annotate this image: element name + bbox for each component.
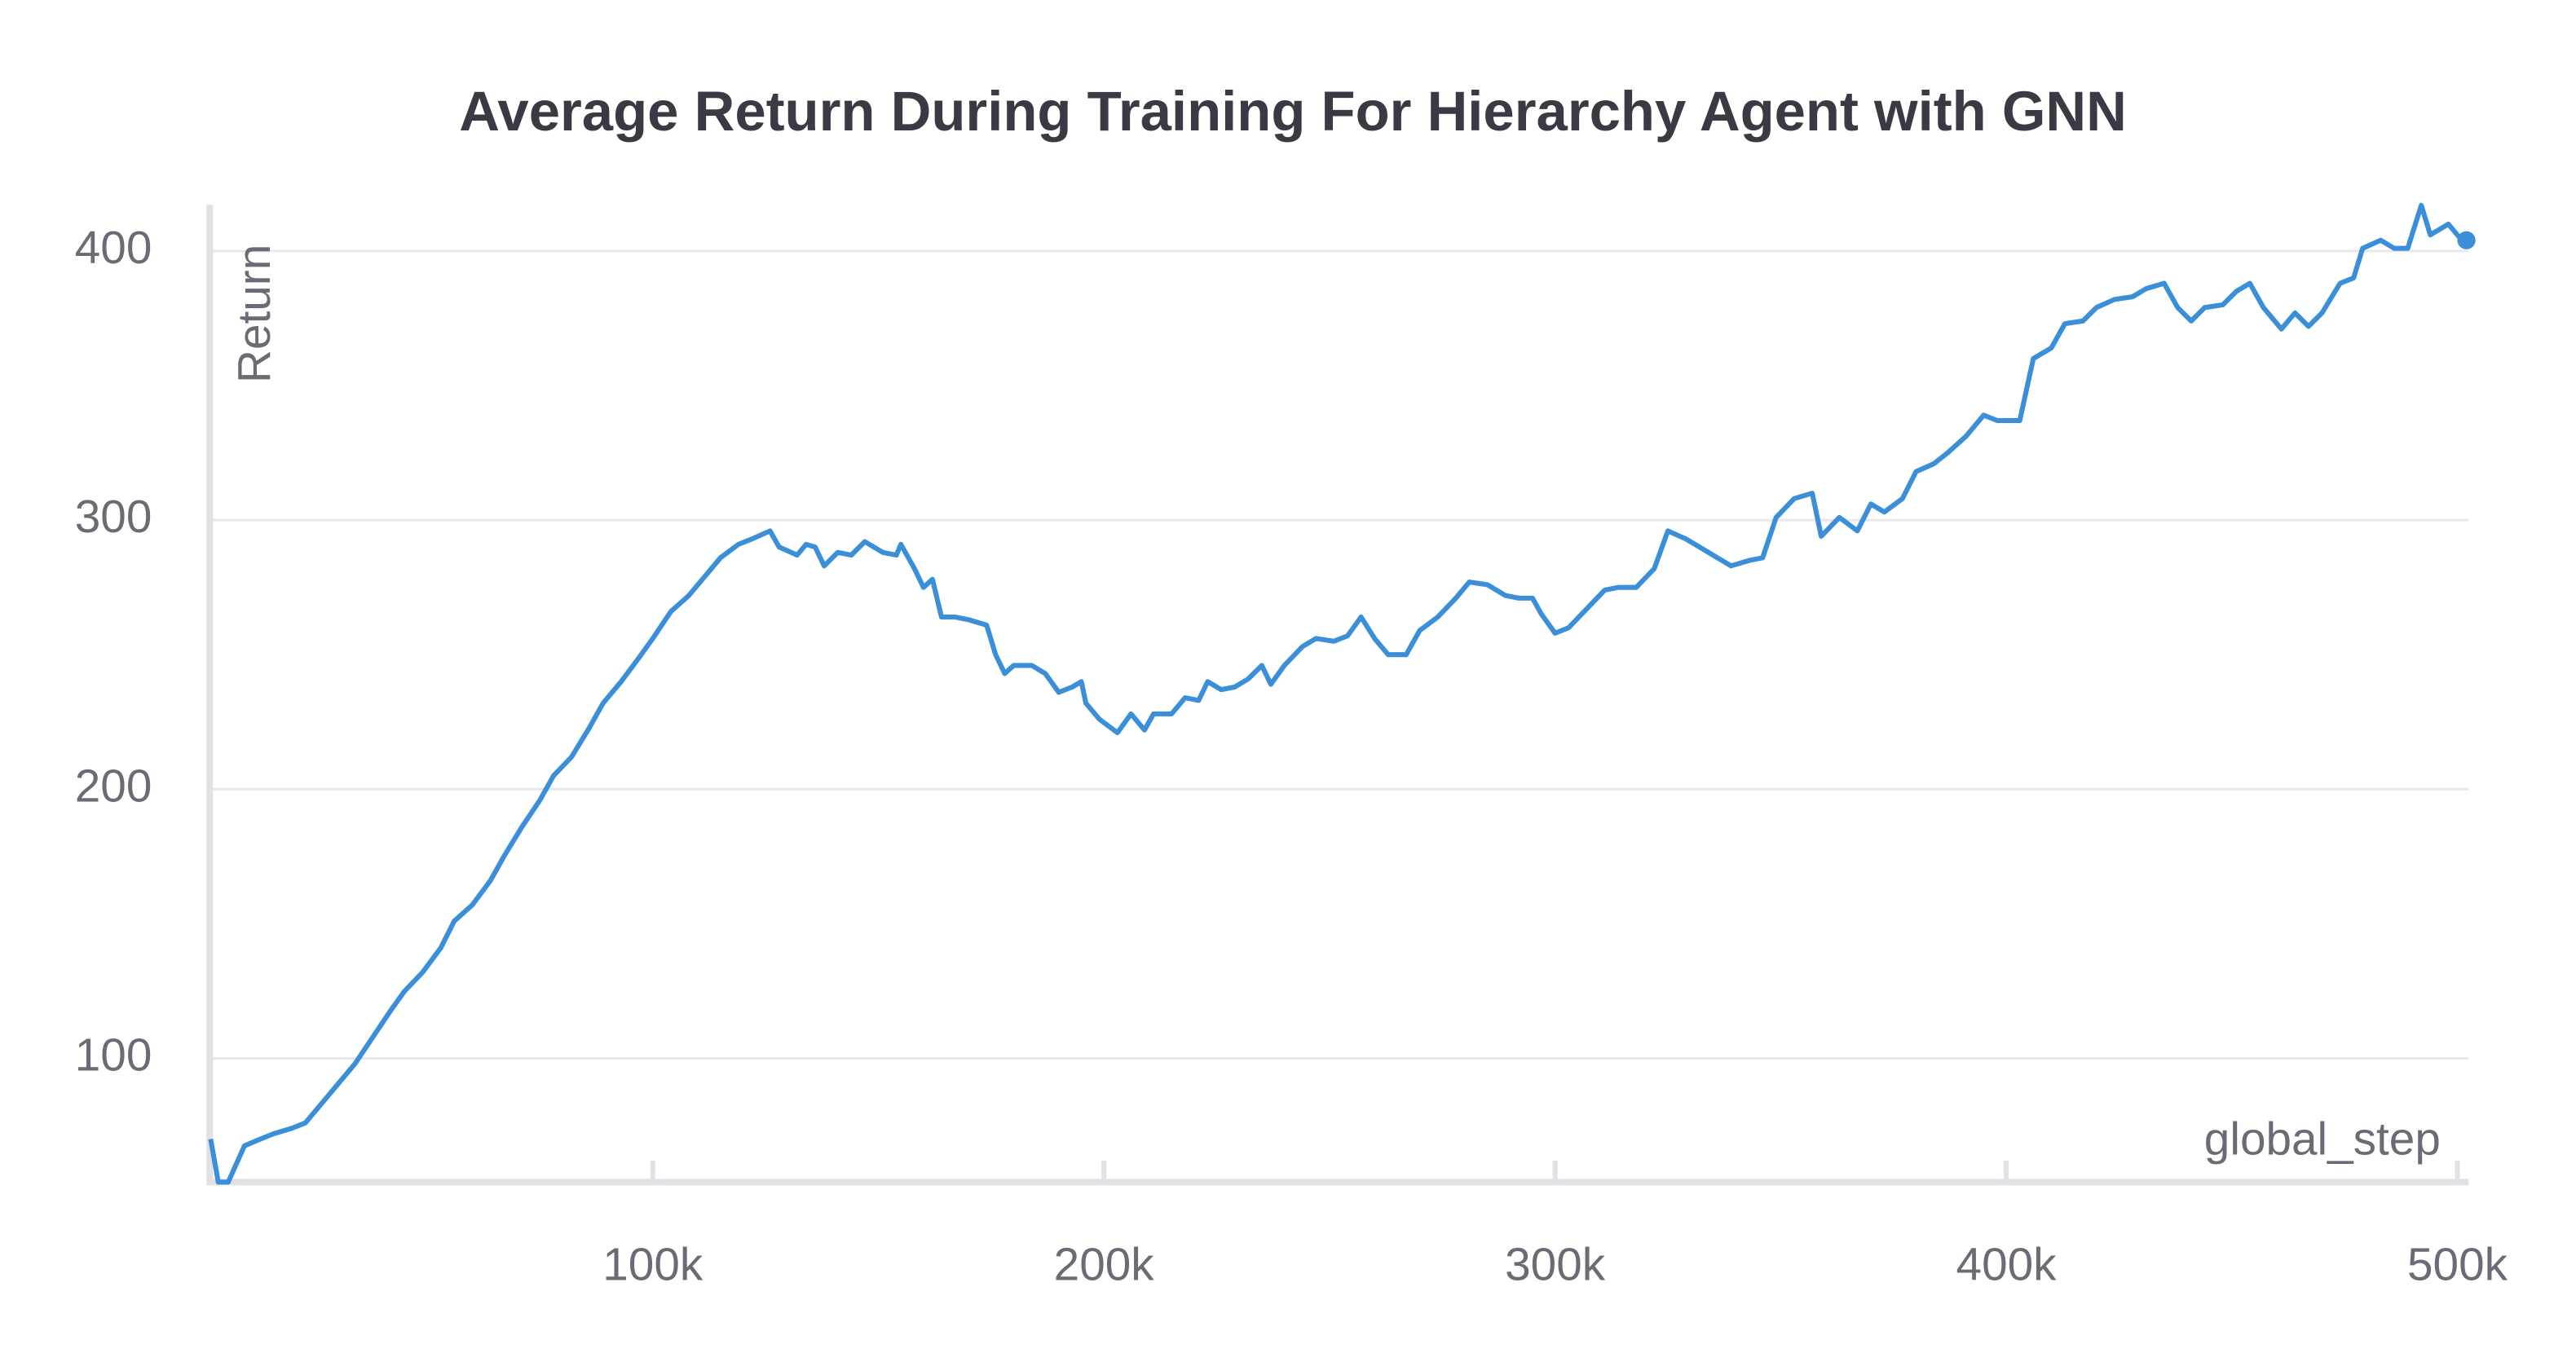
chart-title: Average Return During Training For Hiera…: [459, 80, 2127, 143]
line-series: [208, 202, 2467, 1185]
grid: 100 200 300 400 100k 200k 300k 400k 500k: [75, 223, 2508, 1291]
x-axis-label: global_step: [2204, 1114, 2441, 1166]
plot-area: [208, 202, 2476, 1185]
x-tick-label: 300k: [1505, 1240, 1606, 1291]
y-tick-label: 200: [75, 760, 152, 812]
y-axis-label: Return: [229, 245, 280, 383]
x-tick-label: 100k: [602, 1240, 704, 1291]
y-tick-label: 400: [75, 223, 152, 274]
y-tick-label: 300: [75, 491, 152, 543]
x-tick-label: 200k: [1054, 1240, 1155, 1291]
x-tick-label: 400k: [1956, 1240, 2058, 1291]
y-tick-label: 100: [75, 1029, 152, 1081]
x-tick-label: 500k: [2407, 1240, 2508, 1291]
end-point: [2457, 231, 2476, 249]
